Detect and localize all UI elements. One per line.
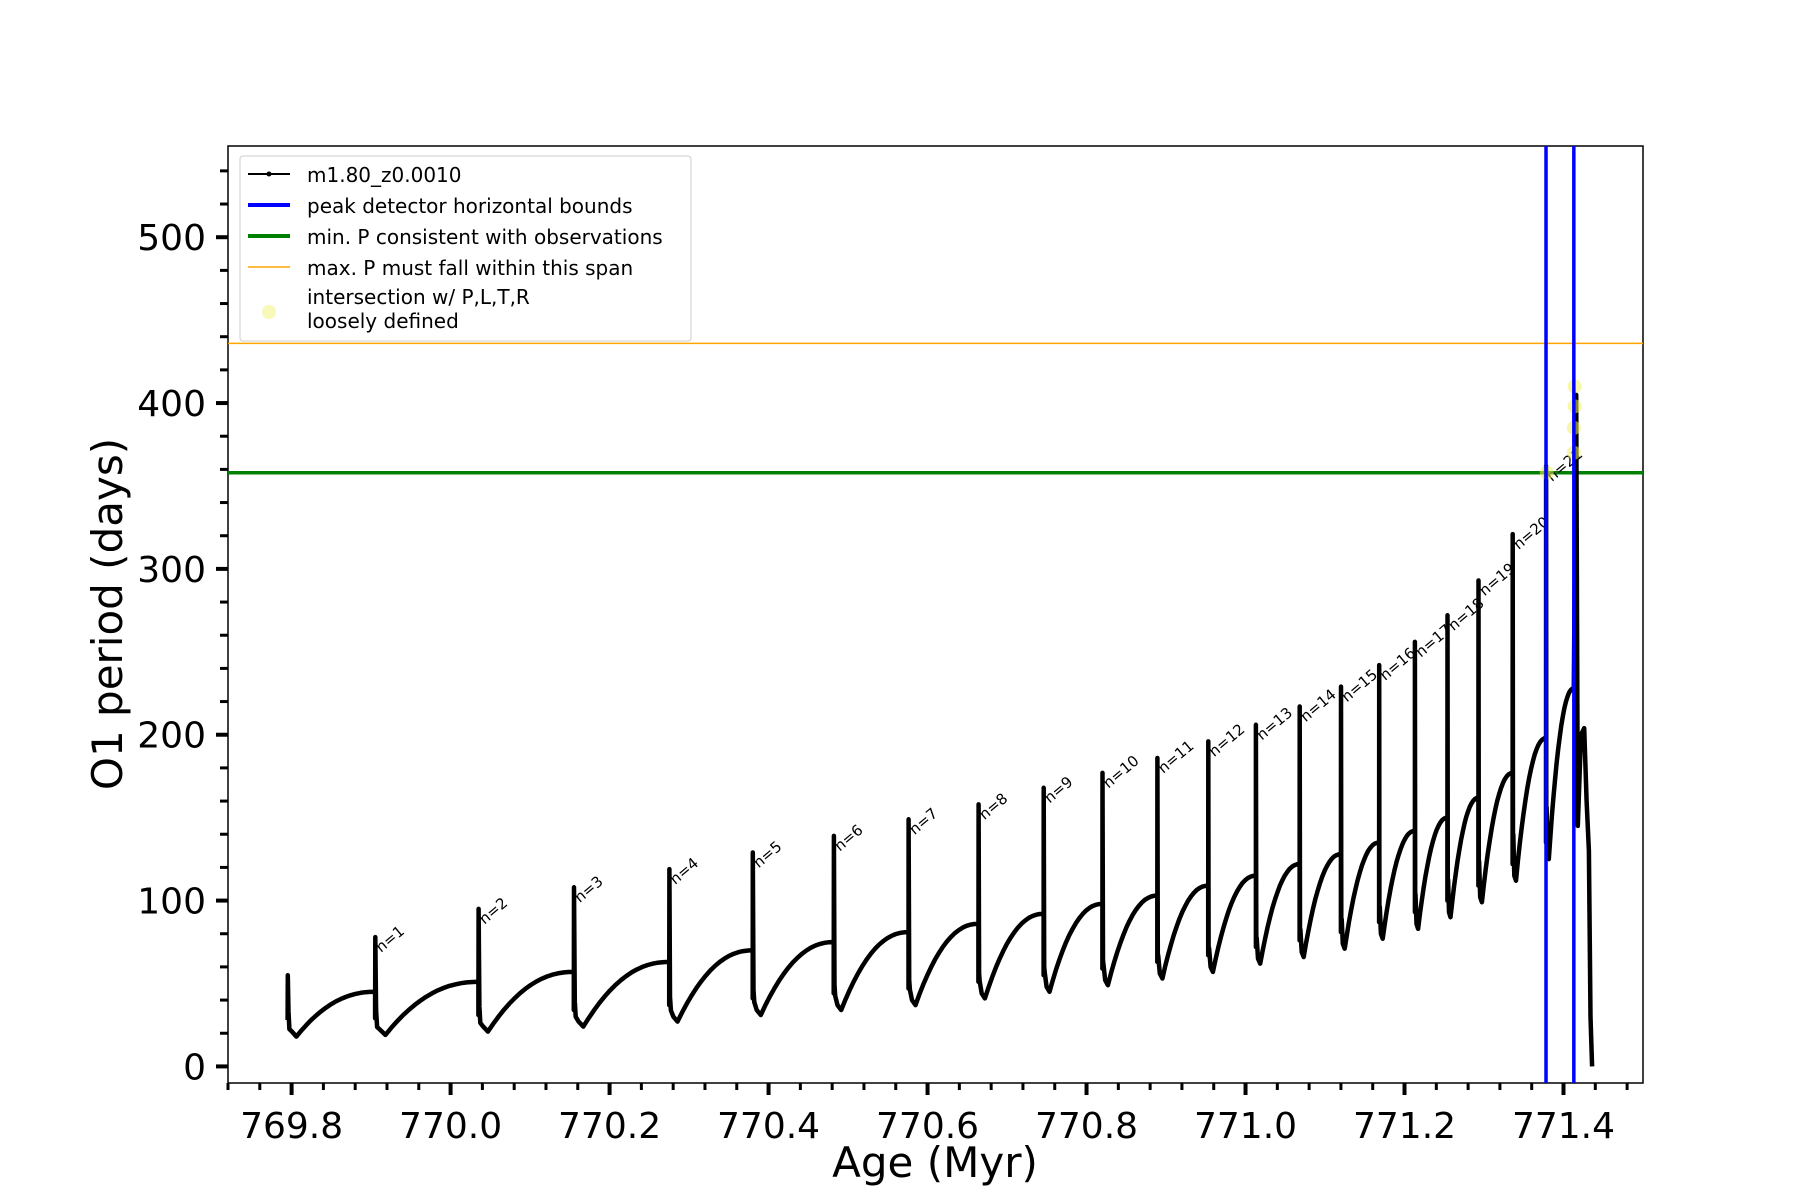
legend-label-series: m1.80_z0.0010 [307, 163, 462, 187]
horizontal-lines [228, 342, 1643, 475]
x-tick-label-2: 770.2 [558, 1106, 661, 1147]
vertical-lines [1544, 146, 1576, 1083]
x-axis-label: Age (Myr) [832, 1138, 1038, 1187]
y-tick-label-0: 0 [183, 1047, 206, 1088]
peak-label-11: n=11 [1154, 737, 1197, 777]
x-axis-ticks: 769.8 770.0 770.2 770.4 770.6 770.8 771.0 771.2… [226, 1083, 1629, 1147]
peak-label-10: n=10 [1099, 752, 1142, 792]
y-tick-label-3: 300 [137, 550, 206, 591]
peak-label-13: n=13 [1253, 704, 1296, 744]
peak-label-14: n=14 [1297, 685, 1340, 725]
legend-swatch-highlight [262, 305, 276, 319]
x-tick-label-1: 770.0 [399, 1106, 502, 1147]
y-tick-label-1: 100 [137, 882, 206, 923]
x-tick-label-7: 771.2 [1353, 1106, 1456, 1147]
series-line [285, 392, 1595, 1067]
legend-label-blue: peak detector horizontal bounds [307, 194, 633, 218]
y-axis-ticks: 0 100 200 300 400 500 [137, 169, 228, 1088]
legend-label-highlight: intersection w/ P,L,T,R loosely defined [307, 285, 530, 333]
legend-label-highlight-line-0: intersection w/ P,L,T,R [307, 285, 530, 309]
x-tick-label-8: 771.4 [1512, 1106, 1615, 1147]
y-axis-label: O1 period (days) [83, 438, 132, 790]
legend-label-highlight-line-1: loosely defined [307, 309, 459, 333]
series-curve [285, 392, 1595, 1067]
legend-label-orange: max. P must fall within this span [307, 256, 633, 280]
x-tick-label-5: 770.8 [1035, 1106, 1138, 1147]
y-tick-label-5: 500 [137, 218, 206, 259]
legend-label-green: min. P consistent with observations [307, 225, 663, 249]
y-tick-label-4: 400 [137, 384, 206, 425]
x-tick-label-6: 771.0 [1194, 1106, 1297, 1147]
x-tick-label-3: 770.4 [717, 1106, 820, 1147]
legend: m1.80_z0.0010 peak detector horizontal b… [239, 155, 692, 342]
peak-label-15: n=15 [1338, 665, 1381, 705]
x-tick-label-4: 770.6 [876, 1106, 979, 1147]
y-tick-label-2: 200 [137, 716, 206, 757]
peak-label-12: n=12 [1205, 720, 1248, 760]
legend-swatch-series-marker [266, 171, 272, 177]
plot-frame [227, 145, 1644, 1084]
legend-box [239, 155, 692, 342]
x-tick-label-0: 769.8 [240, 1106, 343, 1147]
peak-label-18: n=18 [1444, 594, 1487, 634]
